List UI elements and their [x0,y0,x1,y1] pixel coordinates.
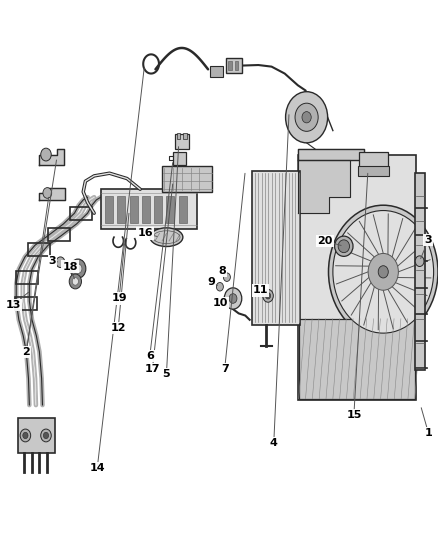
Polygon shape [298,149,364,160]
FancyBboxPatch shape [175,134,189,149]
FancyBboxPatch shape [101,189,197,229]
Circle shape [70,259,86,278]
Circle shape [41,429,51,442]
Circle shape [72,278,78,285]
Circle shape [43,432,49,439]
Circle shape [333,211,434,333]
Text: 2: 2 [22,347,30,357]
FancyBboxPatch shape [226,58,242,73]
Text: 10: 10 [212,298,228,308]
FancyBboxPatch shape [358,166,389,176]
FancyBboxPatch shape [252,171,300,325]
Circle shape [415,256,424,266]
FancyBboxPatch shape [183,133,187,139]
Circle shape [43,188,52,198]
Text: 8: 8 [219,266,226,276]
FancyBboxPatch shape [173,152,186,165]
Polygon shape [39,149,64,165]
FancyBboxPatch shape [415,173,425,370]
FancyBboxPatch shape [105,196,113,223]
Text: 11: 11 [253,286,268,295]
Circle shape [263,289,273,302]
Circle shape [229,294,237,303]
Text: 3: 3 [424,235,432,245]
Circle shape [74,264,82,273]
Text: 20: 20 [317,236,333,246]
Circle shape [224,288,242,309]
Circle shape [368,253,399,290]
Text: 15: 15 [346,410,362,419]
Circle shape [295,103,318,131]
Circle shape [20,429,31,442]
Circle shape [302,111,311,123]
FancyBboxPatch shape [18,418,55,453]
Circle shape [378,265,388,278]
Text: 18: 18 [62,262,78,271]
Text: 3: 3 [49,256,57,266]
FancyBboxPatch shape [166,196,174,223]
FancyBboxPatch shape [235,61,238,70]
Circle shape [69,274,81,289]
Circle shape [265,293,271,299]
Text: 6: 6 [146,351,154,361]
Circle shape [328,205,438,338]
Ellipse shape [335,236,353,256]
Text: 19: 19 [111,294,127,303]
Polygon shape [39,188,65,200]
Circle shape [223,273,230,281]
FancyBboxPatch shape [154,196,162,223]
Text: 16: 16 [138,229,153,238]
Text: 17: 17 [145,364,160,374]
Text: 7: 7 [221,364,229,374]
FancyBboxPatch shape [130,196,138,223]
FancyBboxPatch shape [298,155,416,400]
Circle shape [216,282,223,291]
Polygon shape [298,160,350,213]
FancyBboxPatch shape [179,196,187,223]
FancyBboxPatch shape [142,196,150,223]
Circle shape [41,148,51,161]
Text: 14: 14 [89,463,105,473]
FancyBboxPatch shape [210,66,223,77]
FancyBboxPatch shape [299,319,415,399]
FancyBboxPatch shape [359,152,388,168]
Text: 1: 1 [424,428,432,438]
Ellipse shape [338,240,350,253]
Text: 4: 4 [270,439,278,448]
FancyBboxPatch shape [177,133,180,139]
Text: 9: 9 [207,278,215,287]
Text: 13: 13 [5,300,21,310]
Ellipse shape [150,228,183,246]
FancyBboxPatch shape [162,166,212,192]
Circle shape [56,257,65,268]
FancyBboxPatch shape [117,196,125,223]
FancyBboxPatch shape [228,61,232,70]
Text: 12: 12 [110,323,126,333]
Circle shape [286,92,328,143]
Text: 5: 5 [162,369,170,379]
Circle shape [23,432,28,439]
